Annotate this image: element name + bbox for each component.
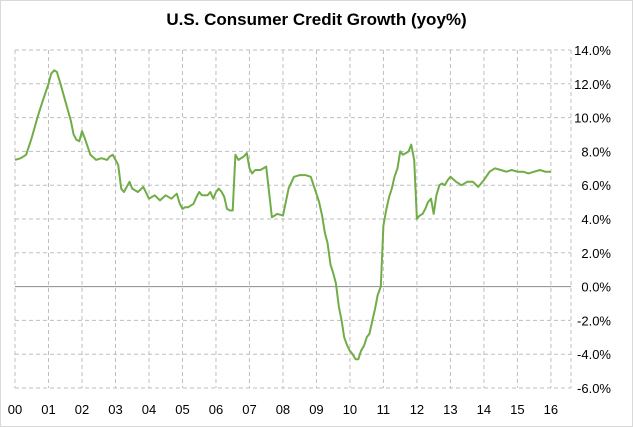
series-line	[14, 69, 551, 361]
y-tick-label: 14.0%	[574, 43, 611, 58]
x-tick-label: 01	[41, 402, 55, 417]
y-tick-label: 0.0%	[581, 280, 611, 295]
x-tick-label: 04	[142, 402, 156, 417]
x-tick-label: 16	[544, 402, 558, 417]
x-tick-label: 02	[75, 402, 89, 417]
x-tick-label: 14	[477, 402, 491, 417]
y-tick-label: 8.0%	[581, 144, 611, 159]
chart-title: U.S. Consumer Credit Growth (yoy%)	[166, 10, 467, 29]
y-tick-label: 2.0%	[581, 246, 611, 261]
y-tick-label: -6.0%	[577, 381, 611, 396]
x-tick-label: 11	[377, 402, 391, 417]
x-tick-label: 03	[108, 402, 122, 417]
y-tick-label: 12.0%	[574, 77, 611, 92]
x-tick-label: 13	[443, 402, 457, 417]
x-tick-label: 06	[209, 402, 223, 417]
y-tick-label: -4.0%	[577, 347, 611, 362]
x-tick-label: 07	[242, 402, 256, 417]
x-tick-label: 15	[510, 402, 524, 417]
series-layer	[14, 69, 551, 361]
grid-lines	[14, 49, 572, 389]
y-axis-labels: 14.0% 12.0% 10.0% 8.0% 6.0% 4.0% 2.0% 0.0% -2.0%…	[574, 43, 611, 396]
x-tick-label: 08	[276, 402, 290, 417]
y-tick-label: -2.0%	[577, 313, 611, 328]
x-tick-label: 00	[8, 402, 22, 417]
x-axis-labels: 00 01 02 03 04 05 06 07 08 09 10 11 12 13 14 15 16	[8, 402, 558, 417]
y-tick-label: 6.0%	[581, 178, 611, 193]
x-tick-label: 09	[309, 402, 323, 417]
x-tick-label: 10	[343, 402, 357, 417]
y-tick-label: 10.0%	[574, 111, 611, 126]
x-tick-label: 05	[175, 402, 189, 417]
y-tick-label: 4.0%	[581, 212, 611, 227]
x-tick-label: 12	[410, 402, 424, 417]
